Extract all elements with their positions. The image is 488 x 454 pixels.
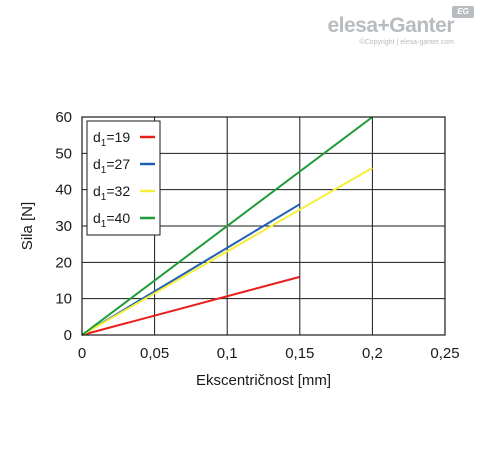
y-tick-label: 10	[55, 291, 72, 308]
y-tick-label: 0	[64, 327, 72, 344]
brand-badge: EG	[452, 6, 474, 18]
legend-label: d1=27	[93, 156, 130, 176]
legend-label: d1=40	[93, 210, 130, 230]
x-axis-label: Ekscentričnost [mm]	[196, 372, 331, 389]
x-tick-label: 0,1	[217, 345, 238, 362]
x-tick-label: 0,05	[140, 345, 169, 362]
y-tick-label: 60	[55, 109, 72, 126]
plot-frame	[81, 116, 446, 336]
x-tick-label: 0,2	[362, 345, 383, 362]
x-tick-labels: 0 0,05 0,1 0,15 0,2 0,25	[78, 345, 460, 362]
y-tick-label: 20	[55, 254, 72, 271]
brand-header: elesa+Ganter EG ©Copyright | elesa-gante…	[294, 6, 474, 50]
y-tick-label: 50	[55, 145, 72, 162]
brand-copyright: ©Copyright | elesa-ganter.com	[359, 39, 454, 46]
x-tick-label: 0,25	[430, 345, 459, 362]
x-tick-label: 0,15	[285, 345, 314, 362]
y-tick-labels: 0 10 20 30 40 50 60	[55, 109, 72, 344]
legend-box	[86, 120, 161, 236]
series-line-d1-32	[81, 166, 373, 336]
y-tick-label: 40	[55, 182, 72, 199]
legend-label: d1=19	[93, 129, 130, 149]
chart-series	[81, 116, 374, 336]
series-line-d1-19	[81, 275, 301, 336]
legend-label: d1=32	[93, 183, 130, 203]
brand-logo: elesa+Ganter	[327, 14, 454, 37]
x-tick-label: 0	[78, 345, 86, 362]
series-line-d1-40	[81, 116, 374, 336]
chart-legend: d1=19 d1=27 d1=32 d1=40	[86, 120, 161, 236]
y-tick-label: 30	[55, 218, 72, 235]
y-axis-label: Sila [N]	[19, 202, 36, 250]
